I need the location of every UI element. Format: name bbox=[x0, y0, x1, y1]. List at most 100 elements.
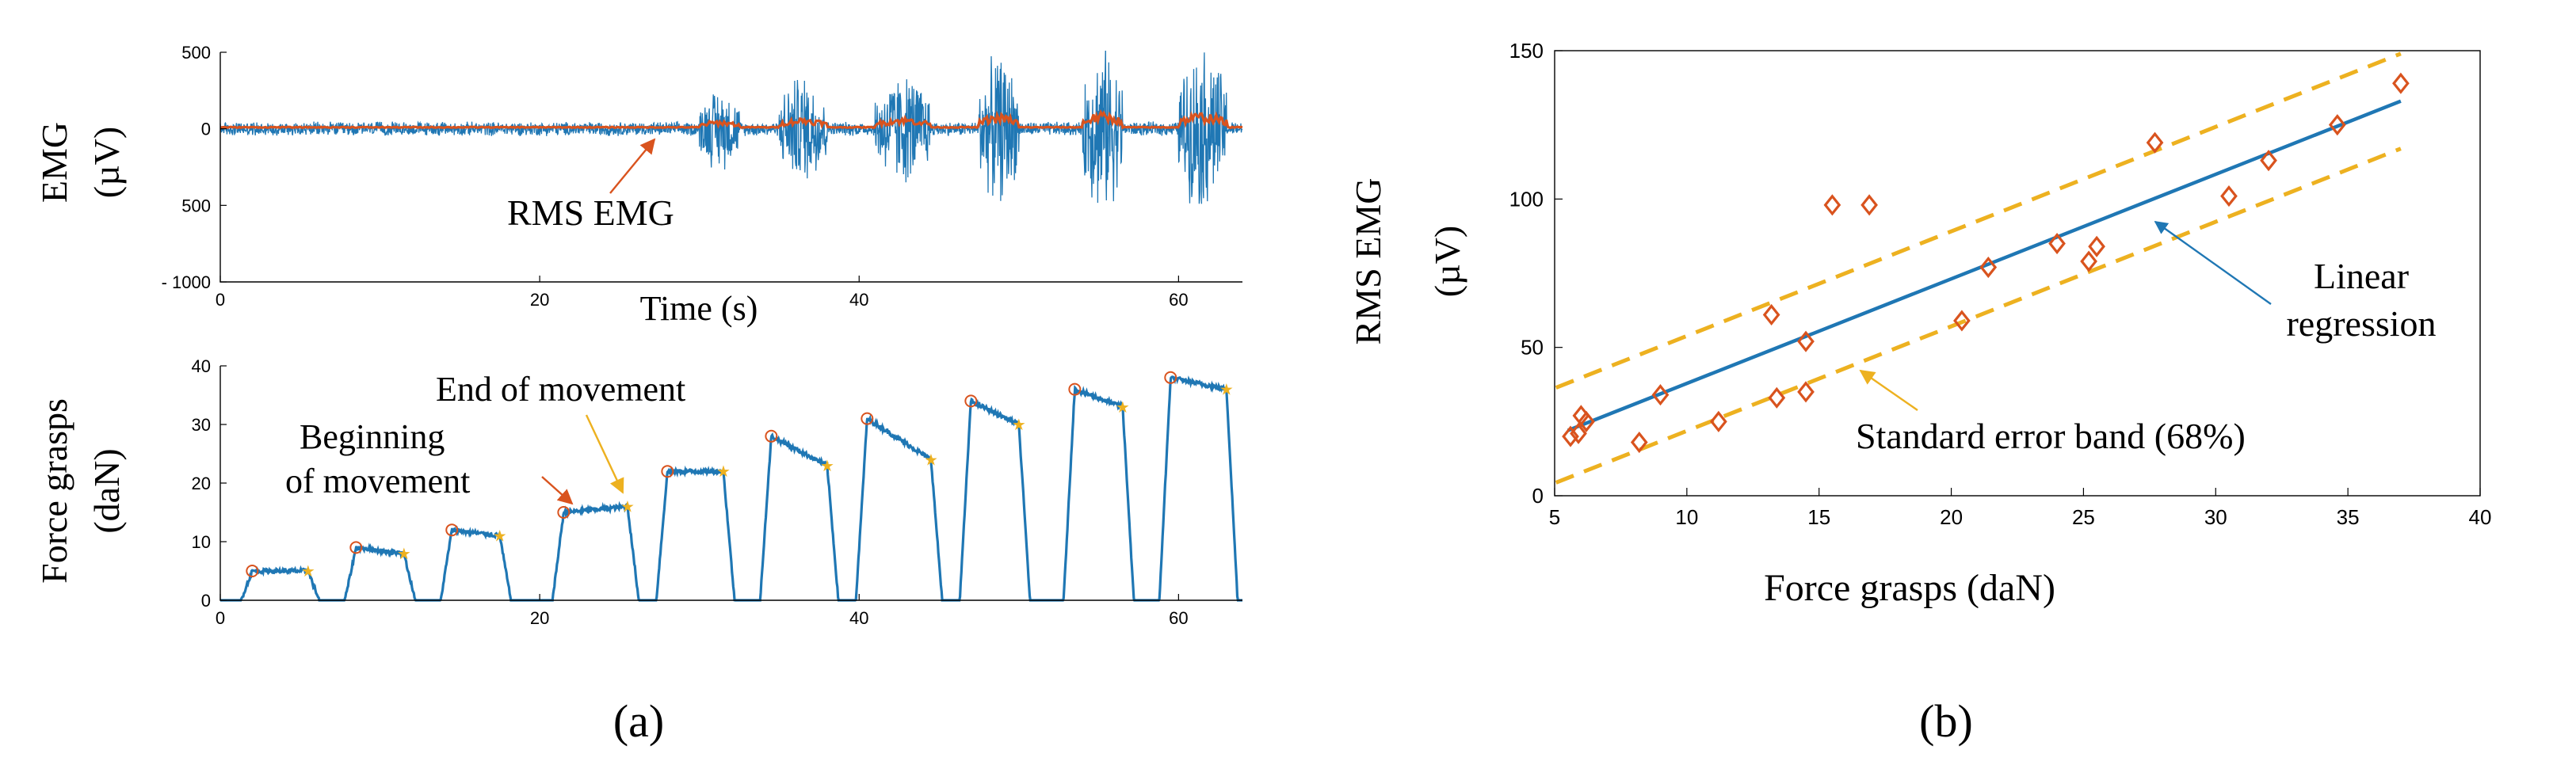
end-marker: ★ bbox=[820, 456, 834, 475]
beginning-annotation-line1: Beginning bbox=[300, 417, 445, 456]
standard-error-band-arrow bbox=[1859, 369, 1918, 411]
end-marker: ★ bbox=[620, 497, 635, 516]
data-point bbox=[2146, 131, 2164, 154]
data-point bbox=[1578, 410, 1595, 432]
beginning-marker bbox=[765, 429, 778, 443]
regression-x-axis-label: Force grasps (daN) bbox=[1764, 567, 2055, 609]
data-point bbox=[2088, 235, 2105, 257]
emg-x-tick-label: 40 bbox=[849, 290, 868, 310]
emg-y-axis-label: EMG bbox=[34, 122, 74, 203]
rms-emg-annotation: RMS EMG bbox=[507, 192, 674, 233]
linear-regression-arrow bbox=[2154, 221, 2272, 305]
regression-y-tick-label: 50 bbox=[1521, 336, 1544, 360]
regression-y-tick-label: 0 bbox=[1532, 484, 1544, 508]
data-point bbox=[1797, 381, 1815, 403]
emg-x-tick-label: 60 bbox=[1169, 290, 1188, 310]
regression-chart: 5 10 15 20 25 30 35 40 0 50 100 150 RMS EMG (µV) Fo… bbox=[1348, 39, 2491, 609]
beginning-marker bbox=[861, 412, 874, 425]
regression-x-tick-label: 15 bbox=[1807, 505, 1830, 529]
force-y-tick-label: 40 bbox=[192, 356, 211, 376]
end-annotation: End of movement bbox=[436, 370, 685, 409]
data-point bbox=[1570, 422, 1587, 444]
force-y-tick-label: 0 bbox=[201, 591, 211, 611]
force-chart: ★ ★ ★ ★ ★ ★ ★ ★ ★ ★ 0 20 40 60 0 10 20 30 40 Force grasps… bbox=[34, 356, 1242, 628]
regression-x-tick-label: 30 bbox=[2204, 505, 2227, 529]
end-marker: ★ bbox=[301, 561, 315, 580]
regression-x-tick-label: 20 bbox=[1940, 505, 1963, 529]
regression-x-tick-label: 10 bbox=[1675, 505, 1698, 529]
beginning-marker bbox=[1164, 371, 1177, 384]
regression-line bbox=[1567, 99, 2402, 432]
emg-y-tick-label: - 1000 bbox=[162, 272, 211, 292]
emg-y-tick-label: 500 bbox=[181, 196, 211, 215]
force-y-axis-unit: (daN) bbox=[86, 448, 127, 533]
emg-y-tick-label: 500 bbox=[181, 43, 211, 63]
emg-x-tick-label: 0 bbox=[216, 290, 225, 310]
beginning-marker bbox=[246, 565, 259, 577]
standard-error-band-label: Standard error band (68%) bbox=[1856, 416, 2246, 456]
emg-raw-signal bbox=[219, 51, 1243, 204]
end-marker: ★ bbox=[924, 450, 938, 469]
data-point bbox=[1651, 384, 1670, 406]
beginning-marker bbox=[964, 394, 978, 408]
end-arrow bbox=[585, 414, 624, 494]
linear-regression-label-line2: regression bbox=[2286, 303, 2436, 344]
data-point bbox=[1823, 194, 1841, 216]
force-x-tick-label: 60 bbox=[1169, 608, 1188, 628]
beginning-marker bbox=[661, 465, 674, 478]
beginning-marker bbox=[1068, 382, 1082, 396]
panel-label-a: (a) bbox=[613, 695, 664, 747]
end-marker: ★ bbox=[1012, 415, 1026, 434]
data-point bbox=[2328, 114, 2346, 136]
regression-x-tick-label: 5 bbox=[1549, 505, 1560, 529]
regression-y-axis-label: RMS EMG bbox=[1348, 178, 1388, 345]
data-point bbox=[1797, 330, 1815, 352]
emg-y-axis-unit: (µV) bbox=[86, 127, 127, 198]
beginning-marker bbox=[349, 541, 363, 554]
data-point bbox=[2220, 185, 2238, 207]
regression-y-axis-unit: (µV) bbox=[1427, 226, 1467, 297]
force-y-tick-label: 20 bbox=[192, 474, 211, 493]
data-point bbox=[1768, 386, 1786, 409]
rms-emg-arrow bbox=[609, 138, 656, 194]
data-point bbox=[1762, 303, 1780, 326]
end-marker: ★ bbox=[1116, 398, 1130, 417]
data-point bbox=[1953, 310, 1971, 332]
end-marker: ★ bbox=[397, 544, 411, 563]
regression-x-tick-label: 40 bbox=[2469, 505, 2492, 529]
beginning-arrow bbox=[541, 476, 574, 505]
data-point bbox=[2392, 72, 2410, 94]
end-marker: ★ bbox=[716, 462, 731, 481]
regression-x-tick-label: 25 bbox=[2072, 505, 2095, 529]
data-point bbox=[2260, 150, 2277, 172]
beginning-annotation-line2: of movement bbox=[285, 462, 470, 500]
force-x-tick-label: 40 bbox=[849, 608, 868, 628]
emg-x-axis-label: Time (s) bbox=[640, 289, 758, 328]
error-band-lower bbox=[1555, 147, 2402, 485]
linear-regression-label-line1: Linear bbox=[2314, 256, 2409, 296]
emg-axes-frame bbox=[219, 52, 1242, 283]
regression-y-tick-label: 100 bbox=[1509, 187, 1544, 211]
beginning-marker bbox=[557, 506, 571, 519]
force-signal bbox=[220, 375, 1242, 602]
beginning-marker bbox=[445, 523, 459, 537]
emg-x-tick-label: 20 bbox=[530, 290, 549, 310]
data-point bbox=[1562, 425, 1579, 447]
data-point bbox=[2048, 232, 2066, 255]
emg-y-tick-label: 0 bbox=[201, 120, 211, 139]
force-x-tick-label: 0 bbox=[216, 608, 225, 628]
regression-x-tick-label: 35 bbox=[2337, 505, 2360, 529]
data-point bbox=[1979, 256, 1998, 279]
emg-rms-signal bbox=[219, 108, 1243, 130]
data-point bbox=[1710, 410, 1727, 432]
panel-label-b: (b) bbox=[1919, 695, 1973, 747]
regression-axes-box bbox=[1554, 50, 2481, 497]
end-marker: ★ bbox=[493, 527, 507, 546]
force-y-tick-label: 10 bbox=[192, 532, 211, 552]
data-point bbox=[1630, 431, 1648, 454]
force-y-tick-label: 30 bbox=[192, 415, 211, 435]
force-y-axis-label: Force grasps bbox=[34, 398, 74, 584]
emg-chart: 0 20 40 60 500 0 500 - 1000 EMG (µV) Time (s) R… bbox=[34, 43, 1243, 328]
data-point bbox=[2080, 250, 2097, 272]
